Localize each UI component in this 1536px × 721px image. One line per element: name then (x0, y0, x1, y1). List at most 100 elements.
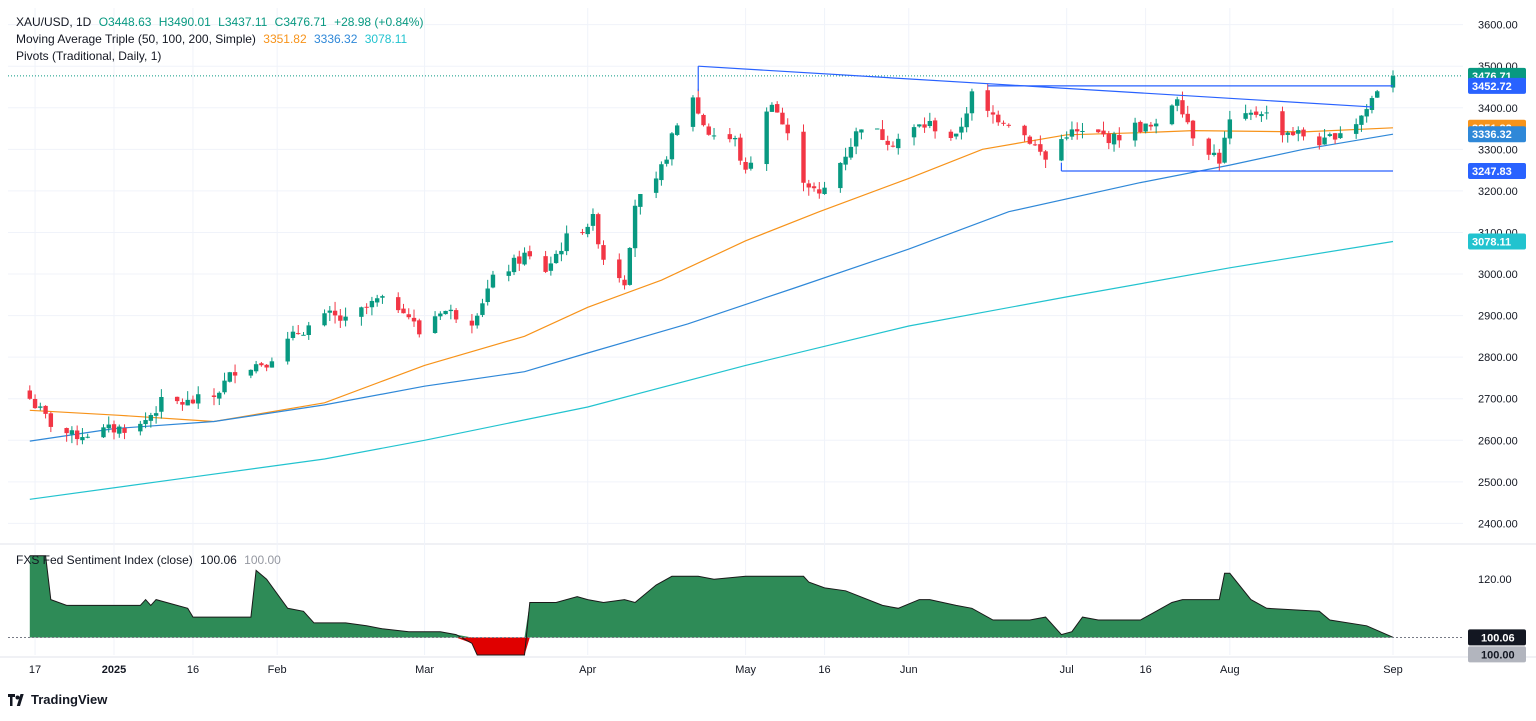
candle-body (927, 120, 933, 127)
symbol-label[interactable]: XAU/USD, 1D (16, 15, 92, 29)
candle-body (1206, 138, 1211, 155)
candle-body (1032, 144, 1038, 146)
candle-body (64, 428, 69, 434)
y-tick-label: 2500.00 (1478, 477, 1518, 489)
candle-body (985, 90, 990, 111)
candle-body (396, 297, 401, 311)
candle-body (659, 164, 664, 181)
open-value: O3448.63 (98, 15, 152, 29)
ma200-value: 3078.11 (364, 32, 408, 46)
candle-body (364, 306, 369, 308)
candle-body (474, 315, 480, 326)
candle-body (780, 112, 785, 125)
pivots-legend[interactable]: Pivots (Traditional, Daily, 1) (16, 49, 165, 63)
candle-body (964, 113, 969, 128)
sentiment-value-bg (1468, 629, 1526, 646)
candle-body (664, 159, 669, 164)
candle-body (80, 437, 85, 441)
candle-body (306, 325, 311, 335)
candle-body (511, 257, 517, 273)
candle-body (890, 145, 896, 147)
sentiment-value-label: 100.06 (1481, 632, 1515, 644)
candle-body (101, 427, 106, 438)
candle-body (1153, 123, 1159, 127)
candle-body (1248, 112, 1254, 115)
candle-body (848, 146, 854, 158)
candle-body (301, 334, 306, 336)
candle-body (174, 396, 180, 402)
candle-body (490, 274, 496, 288)
candle-body (1338, 133, 1343, 139)
tradingview-brand[interactable]: TradingView (8, 692, 107, 707)
x-tick-label: Feb (268, 664, 287, 676)
candle-body (138, 423, 143, 432)
candle-body (917, 124, 922, 127)
candle-body (1175, 99, 1180, 106)
candle-body (1253, 111, 1259, 115)
price-label-bg (1468, 126, 1526, 143)
x-tick-label: May (735, 664, 756, 676)
ma-line-ma200 (29, 240, 1394, 500)
candle-body (580, 232, 585, 234)
candle-body (769, 104, 775, 112)
candle-body (822, 187, 827, 194)
candle-body (227, 372, 232, 382)
candle-body (38, 406, 43, 408)
candle-body (69, 430, 75, 435)
candle-body (1148, 124, 1154, 127)
candle-body (701, 114, 706, 126)
candle-body (1280, 111, 1285, 136)
candle-body (453, 310, 459, 320)
candle-body (443, 310, 448, 315)
candles-group (27, 70, 1396, 446)
candle-body (1359, 115, 1364, 125)
candle-body (596, 214, 601, 245)
candle-body (43, 405, 48, 414)
candle-body (1222, 137, 1227, 163)
candle-body (548, 263, 554, 271)
candle-body (159, 397, 164, 412)
candle-body (248, 369, 254, 376)
high-value: H3490.01 (158, 15, 211, 29)
candle-body (27, 390, 32, 399)
candle-body (522, 252, 527, 265)
sentiment-area-positive (29, 555, 1393, 638)
candle-body (1138, 121, 1143, 133)
candle-body (811, 186, 817, 189)
candle-body (32, 398, 38, 409)
candle-body (669, 133, 675, 160)
sentiment-legend[interactable]: FXS Fed Sentiment Index (close) 100.06 1… (16, 553, 285, 567)
candle-body (738, 137, 743, 161)
candle-body (143, 420, 148, 425)
candle-body (622, 279, 627, 286)
candle-body (543, 256, 548, 272)
candle-body (217, 392, 222, 399)
candle-body (590, 214, 596, 226)
candle-body (627, 247, 633, 285)
price-label-bg (1468, 233, 1526, 250)
candle-body (211, 395, 217, 397)
candle-body (1064, 137, 1069, 139)
candle-body (485, 288, 490, 303)
candle-body (843, 156, 848, 165)
price-label: 3078.11 (1472, 237, 1511, 249)
candle-body (1217, 152, 1222, 164)
candle-body (774, 104, 780, 113)
candle-body (990, 112, 996, 115)
candle-body (106, 424, 111, 429)
candle-body (1322, 137, 1327, 145)
candle-body (480, 303, 485, 315)
candle-body (111, 424, 117, 433)
candle-body (748, 162, 754, 169)
x-tick-label: Aug (1220, 664, 1240, 676)
moving-average-legend[interactable]: Moving Average Triple (50, 100, 200, Sim… (16, 32, 411, 46)
candle-body (727, 134, 733, 140)
candle-body (1106, 133, 1111, 144)
candle-body (638, 194, 643, 207)
candle-body (264, 364, 269, 368)
candle-body (996, 114, 1001, 123)
sentiment-baseline: 100.00 (244, 553, 281, 567)
candle-body (338, 315, 343, 321)
candle-body (196, 394, 201, 404)
